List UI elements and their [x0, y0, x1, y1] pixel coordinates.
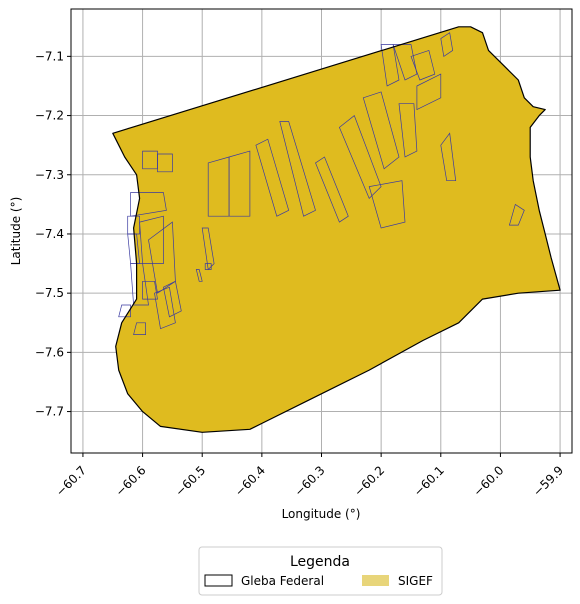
- sigef-parcel: [157, 153, 173, 173]
- y-tick-label: −7.4: [35, 227, 64, 241]
- sigef-parcel: [154, 286, 176, 330]
- x-tick-label: −60.6: [113, 463, 149, 499]
- y-tick-label: −7.3: [35, 168, 64, 182]
- sigef-parcel: [133, 322, 146, 335]
- sigef-parcel: [142, 280, 158, 300]
- x-axis-label: Longitude (°): [282, 507, 361, 521]
- legend-label-gleba-federal: Gleba Federal: [241, 574, 324, 588]
- sigef-parcel: [130, 263, 149, 306]
- legend-label-sigef: SIGEF: [398, 574, 433, 588]
- sigef-parcel: [508, 203, 525, 226]
- x-tick-label: −60.2: [351, 463, 387, 499]
- y-tick-label: −7.6: [35, 345, 64, 359]
- sigef-parcel: [380, 44, 400, 87]
- y-tick-label: −7.5: [35, 286, 64, 300]
- x-tick-label: −60.1: [411, 463, 447, 499]
- legend-title: Legenda: [290, 554, 350, 570]
- y-tick-label: −7.7: [35, 405, 64, 419]
- sigef-parcel: [362, 91, 400, 170]
- sigef-parcel: [338, 115, 382, 200]
- sigef-parcel: [416, 73, 442, 111]
- x-tick-label: −60.0: [471, 463, 507, 499]
- sigef-parcel: [392, 44, 418, 81]
- gleba-federal-boundary: [112, 26, 561, 433]
- sigef-parcel: [279, 121, 316, 217]
- x-tick-label: −60.4: [232, 463, 268, 499]
- sigef-parcel: [201, 227, 215, 271]
- sigef-parcel: [315, 156, 349, 223]
- y-axis: −7.1 −7.2 −7.3 −7.4 −7.5 −7.6 −7.7: [35, 49, 71, 419]
- sigef-parcel: [195, 269, 203, 282]
- sigef-parcel: [440, 132, 457, 182]
- sigef-parcel: [228, 150, 251, 217]
- sigef-parcel: [204, 263, 212, 270]
- sigef-parcel: [255, 138, 290, 217]
- x-tick-label: −60.3: [292, 463, 328, 499]
- sigef-parcel: [368, 180, 406, 229]
- y-axis-label: Latitude (°): [9, 197, 23, 266]
- sigef-area: [112, 26, 561, 433]
- sigef-parcel: [440, 32, 454, 57]
- x-tick-label: −59.9: [530, 463, 566, 499]
- x-axis: −60.7 −60.6 −60.5 −60.4 −60.3 −60.2 −60.1 −60.0…: [53, 453, 566, 499]
- y-tick-label: −7.2: [35, 109, 64, 123]
- y-tick-label: −7.1: [35, 49, 64, 63]
- sigef-parcel: [410, 49, 436, 81]
- legend-swatch-sigef: [362, 575, 389, 586]
- sigef-parcels: [118, 32, 525, 335]
- sigef-parcel: [163, 280, 182, 318]
- x-tick-label: −60.5: [172, 463, 208, 499]
- sigef-parcel: [118, 304, 131, 318]
- sigef-parcel: [398, 103, 418, 158]
- gleba-outline: [112, 26, 561, 433]
- legend: Legenda Gleba Federal SIGEF: [198, 546, 443, 596]
- sigef-fill: [112, 26, 561, 433]
- legend-swatch-gleba-federal: [204, 574, 233, 587]
- x-tick-label: −60.7: [53, 463, 89, 499]
- sigef-parcel: [130, 192, 167, 217]
- sigef-parcel: [139, 215, 164, 264]
